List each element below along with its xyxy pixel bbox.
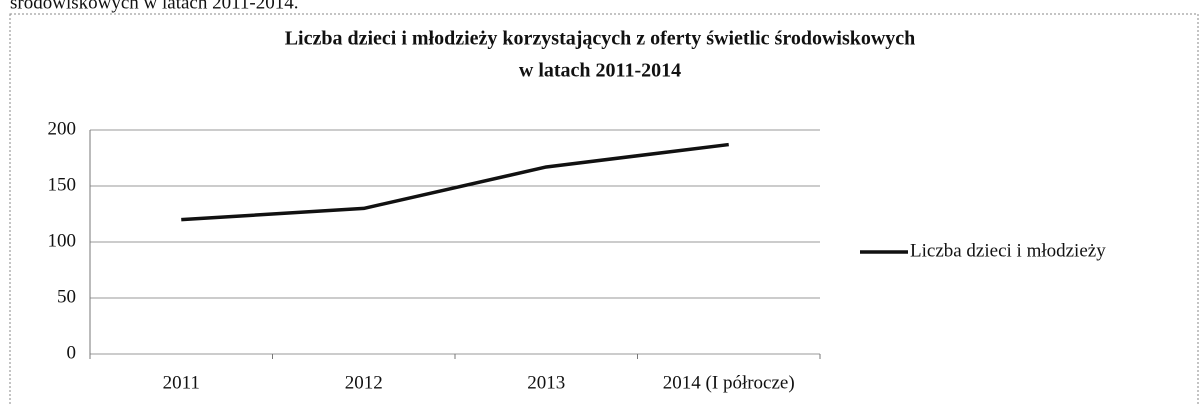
x-tick-label: 2011 [163, 372, 200, 393]
x-tick-label: 2012 [345, 372, 383, 393]
x-tick-label: 2013 [527, 372, 565, 393]
chart-border [9, 13, 1199, 405]
caption-fragment: środowiskowych w latach 2011-2014. [10, 0, 298, 13]
data-line [181, 142, 729, 222]
y-tick-label: 50 [57, 286, 76, 307]
y-tick-label: 150 [48, 174, 77, 195]
y-tick-label: 100 [48, 230, 77, 251]
y-tick-label: 0 [67, 342, 77, 363]
y-tick-label: 200 [48, 118, 77, 139]
x-tick-label: 2014 (I półrocze) [663, 372, 795, 393]
legend-label: Liczba dzieci i młodzieży [910, 240, 1106, 261]
chart-title: w latach 2011-2014 [519, 60, 681, 82]
chart-title: Liczba dzieci i młodzieży korzystających… [285, 28, 916, 50]
